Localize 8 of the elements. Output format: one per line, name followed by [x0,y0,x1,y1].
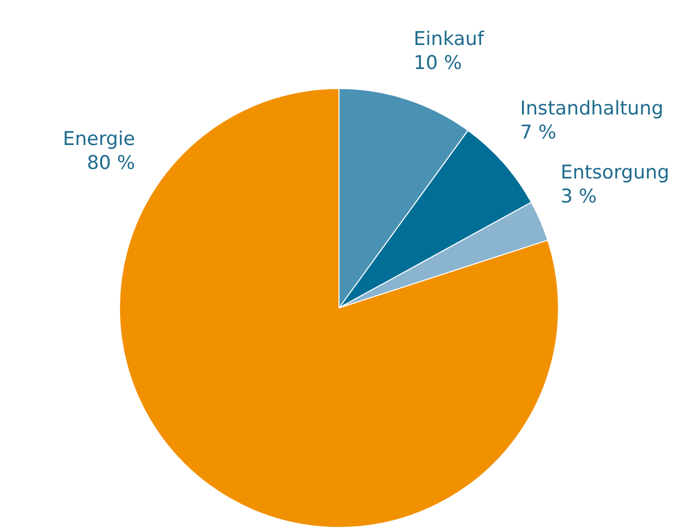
slice-label: Instandhaltung [520,98,664,120]
data-label: 3 % [560,186,597,208]
data-label: 80 % [86,152,136,174]
slice-label: Einkauf [414,28,486,50]
data-label: 7 % [520,122,556,144]
slice-label: Energie [62,128,136,150]
data-label: 10 % [414,52,462,74]
slice-label: Entsorgung [560,162,670,184]
